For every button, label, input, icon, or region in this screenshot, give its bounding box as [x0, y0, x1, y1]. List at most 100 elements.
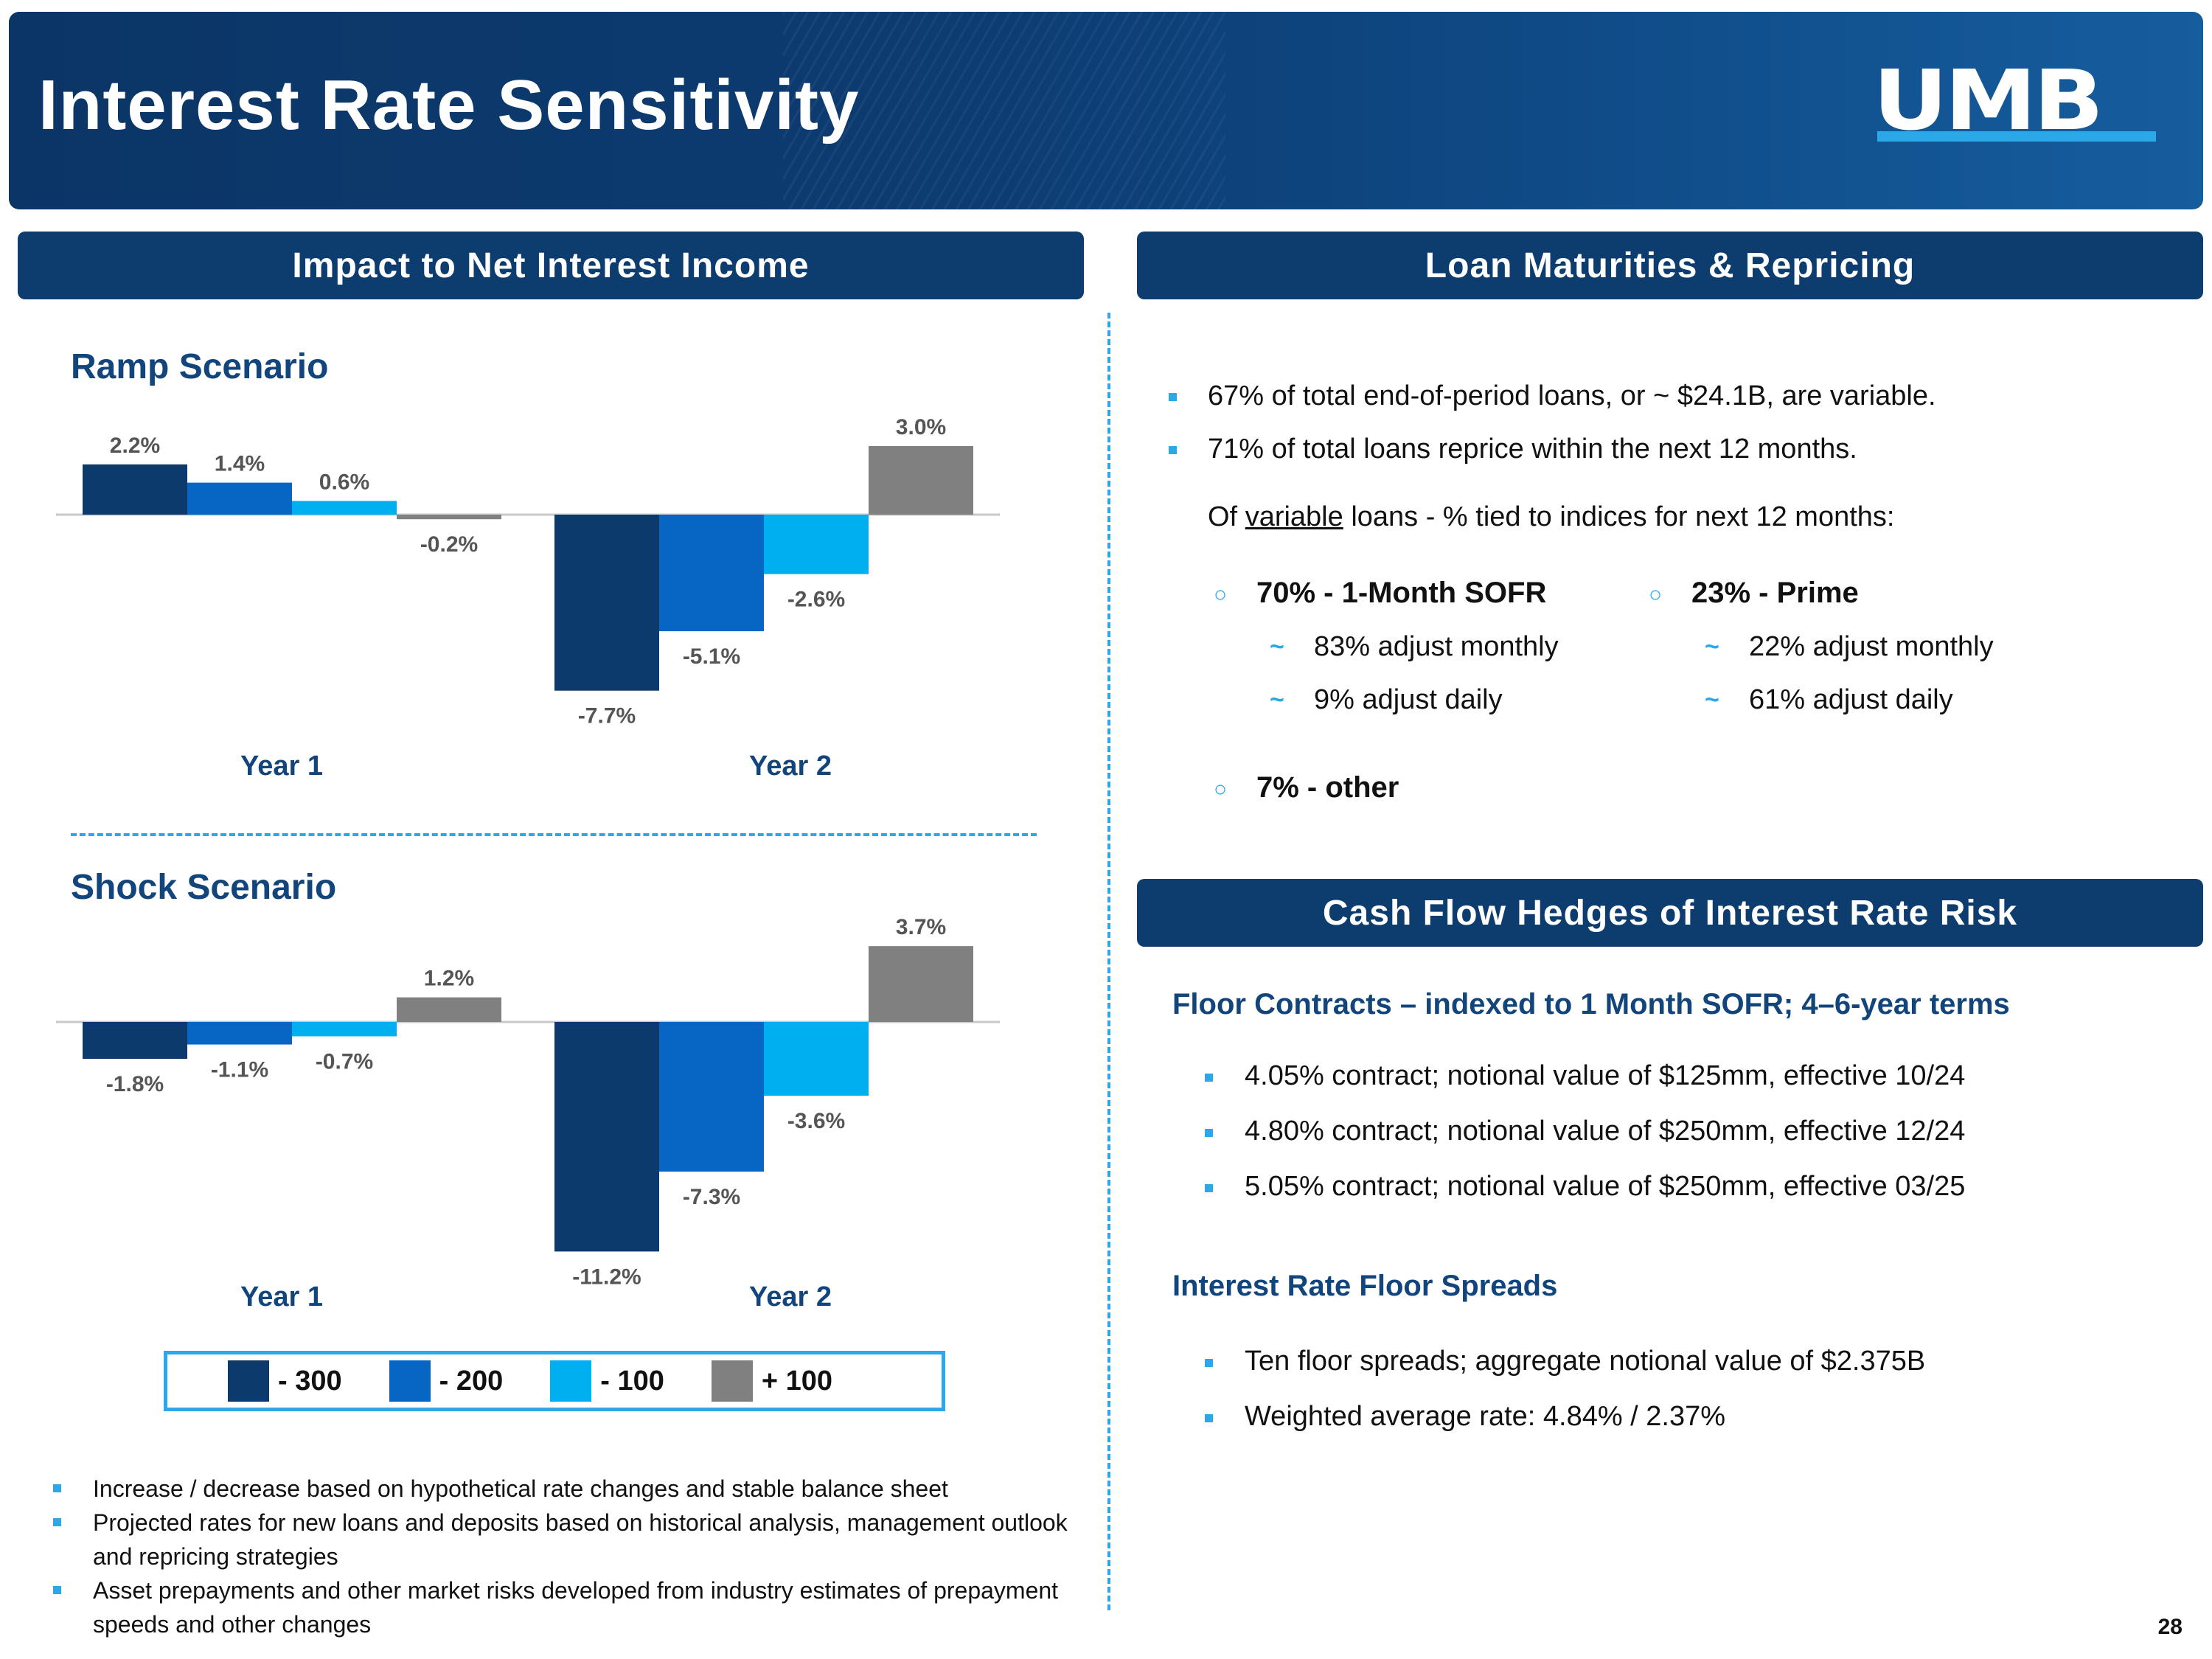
floor-contracts-title: Floor Contracts – indexed to 1 Month SOF… [1172, 988, 2010, 1020]
floor-item: 5.05% contract; notional value of $250mm… [1245, 1171, 1966, 1202]
note-text: Asset prepayments and other market risks… [93, 1577, 1059, 1638]
prime-daily: 61% adjust daily [1749, 684, 1953, 715]
data-label: 1.2% [424, 967, 474, 991]
data-label: -3.6% [787, 1109, 845, 1133]
bar-300-year2 [554, 1022, 659, 1252]
square-bullet-icon [1205, 1359, 1213, 1367]
note-item: Increase / decrease based on hypothetica… [53, 1472, 1074, 1506]
shock-scenario-title: Shock Scenario [71, 868, 337, 907]
note-item: Projected rates for new loans and deposi… [53, 1506, 1074, 1573]
square-bullet-icon [53, 1518, 61, 1526]
floor-item: 4.80% contract; notional value of $250mm… [1245, 1116, 1966, 1147]
variable-intro: Of variable loans - % tied to indices fo… [1208, 501, 1894, 533]
index-other-title: 7% - other [1256, 771, 1399, 804]
data-label: 1.4% [215, 452, 265, 476]
bar-200-year1 [187, 1022, 292, 1045]
floor-spreads-title: Interest Rate Floor Spreads [1172, 1270, 1558, 1302]
shock-year2-label: Year 2 [749, 1281, 832, 1312]
data-label: -0.7% [316, 1049, 373, 1074]
horizontal-divider [71, 833, 1037, 836]
loan-bullet-variable: 67% of total end-of-period loans, or ~ $… [1208, 380, 1936, 411]
data-label: -7.3% [683, 1185, 740, 1209]
legend-label: - 100 [600, 1365, 664, 1397]
legend-item-minus-200: - 200 [389, 1360, 504, 1402]
square-bullet-icon [1169, 393, 1177, 401]
legend-swatch-plus-100 [711, 1360, 753, 1402]
bar-100-year2 [764, 515, 869, 574]
data-label: 3.7% [896, 915, 946, 939]
index-prime-title: 23% - Prime [1691, 577, 1859, 609]
section-title-loans: Loan Maturities & Repricing [1425, 246, 1916, 285]
legend-swatch-minus-200 [389, 1360, 431, 1402]
bar-200-year2 [659, 515, 764, 632]
bar-100-year2 [869, 946, 973, 1022]
data-label: 3.0% [896, 415, 946, 439]
prime-monthly: 22% adjust monthly [1749, 631, 1994, 662]
spread-item: Ten floor spreads; aggregate notional va… [1245, 1346, 1926, 1377]
data-label: 2.2% [110, 434, 160, 458]
legend-swatch-minus-300 [228, 1360, 269, 1402]
ramp-bar-chart: 2.2% 1.4% 0.6% -0.2% -7.7% -5.1% -2.6% 3.0% [56, 415, 1000, 728]
header-pattern [783, 12, 1225, 209]
data-label: -5.1% [683, 644, 740, 669]
sofr-daily: 9% adjust daily [1314, 684, 1503, 715]
data-label: -2.6% [787, 588, 845, 612]
square-bullet-icon [1205, 1129, 1213, 1137]
tilde-bullet-icon: ~ [1705, 686, 1719, 714]
square-bullet-icon [1169, 446, 1177, 454]
sofr-monthly: 83% adjust monthly [1314, 631, 1559, 662]
note-text: Increase / decrease based on hypothetica… [93, 1475, 948, 1502]
ramp-scenario-title: Ramp Scenario [71, 347, 329, 386]
tilde-bullet-icon: ~ [1270, 686, 1284, 714]
legend-item-plus-100: + 100 [711, 1360, 833, 1402]
tilde-bullet-icon: ~ [1270, 633, 1284, 661]
notes-list: Increase / decrease based on hypothetica… [53, 1472, 1074, 1641]
legend-label: - 300 [278, 1365, 342, 1397]
variable-intro-underlined: variable [1245, 501, 1343, 532]
bar-300-year1 [83, 464, 187, 515]
legend-item-minus-100: - 100 [550, 1360, 664, 1402]
note-text: Projected rates for new loans and deposi… [93, 1509, 1068, 1570]
data-label: 0.6% [319, 470, 369, 494]
tilde-bullet-icon: ~ [1705, 633, 1719, 661]
square-bullet-icon [1205, 1414, 1213, 1422]
section-header-loans: Loan Maturities & Repricing [1137, 232, 2203, 299]
bar-200-year1 [187, 482, 292, 515]
bar-300-year2 [554, 515, 659, 691]
bar-100-year1 [292, 1022, 397, 1037]
bar-200-year2 [659, 1022, 764, 1172]
spread-item: Weighted average rate: 4.84% / 2.37% [1245, 1401, 1726, 1432]
vertical-divider [1107, 313, 1110, 1610]
data-label: -7.7% [578, 704, 636, 728]
legend-label: - 200 [439, 1365, 504, 1397]
bar-100-year1 [397, 515, 501, 520]
bar-300-year1 [83, 1022, 187, 1060]
ramp-year1-label: Year 1 [240, 751, 323, 782]
square-bullet-icon [1205, 1184, 1213, 1192]
chart-legend: - 300 - 200 - 100 + 100 [164, 1351, 945, 1411]
index-sofr-title: 70% - 1-Month SOFR [1256, 577, 1547, 609]
note-item: Asset prepayments and other market risks… [53, 1573, 1074, 1641]
variable-intro-prefix: Of [1208, 501, 1245, 532]
legend-swatch-minus-100 [550, 1360, 592, 1402]
square-bullet-icon [53, 1484, 61, 1492]
variable-intro-suffix: loans - % tied to indices for next 12 mo… [1343, 501, 1895, 532]
data-label: -11.2% [572, 1265, 641, 1289]
bar-100-year2 [764, 1022, 869, 1096]
loan-bullet-reprice: 71% of total loans reprice within the ne… [1208, 434, 1857, 465]
data-label: -0.2% [420, 532, 478, 557]
header-banner [9, 12, 2203, 209]
section-header-nii: Impact to Net Interest Income [18, 232, 1084, 299]
bar-100-year1 [292, 501, 397, 515]
ramp-year2-label: Year 2 [749, 751, 832, 782]
legend-label: + 100 [761, 1365, 833, 1397]
section-header-hedges: Cash Flow Hedges of Interest Rate Risk [1137, 879, 2203, 947]
circle-bullet-icon: ○ [1214, 582, 1228, 607]
square-bullet-icon [1205, 1074, 1213, 1082]
square-bullet-icon [53, 1586, 61, 1594]
section-title-nii: Impact to Net Interest Income [292, 246, 810, 285]
circle-bullet-icon: ○ [1649, 582, 1663, 607]
legend-item-minus-300: - 300 [228, 1360, 342, 1402]
bar-100-year1 [397, 997, 501, 1022]
page-number: 28 [2157, 1615, 2183, 1639]
